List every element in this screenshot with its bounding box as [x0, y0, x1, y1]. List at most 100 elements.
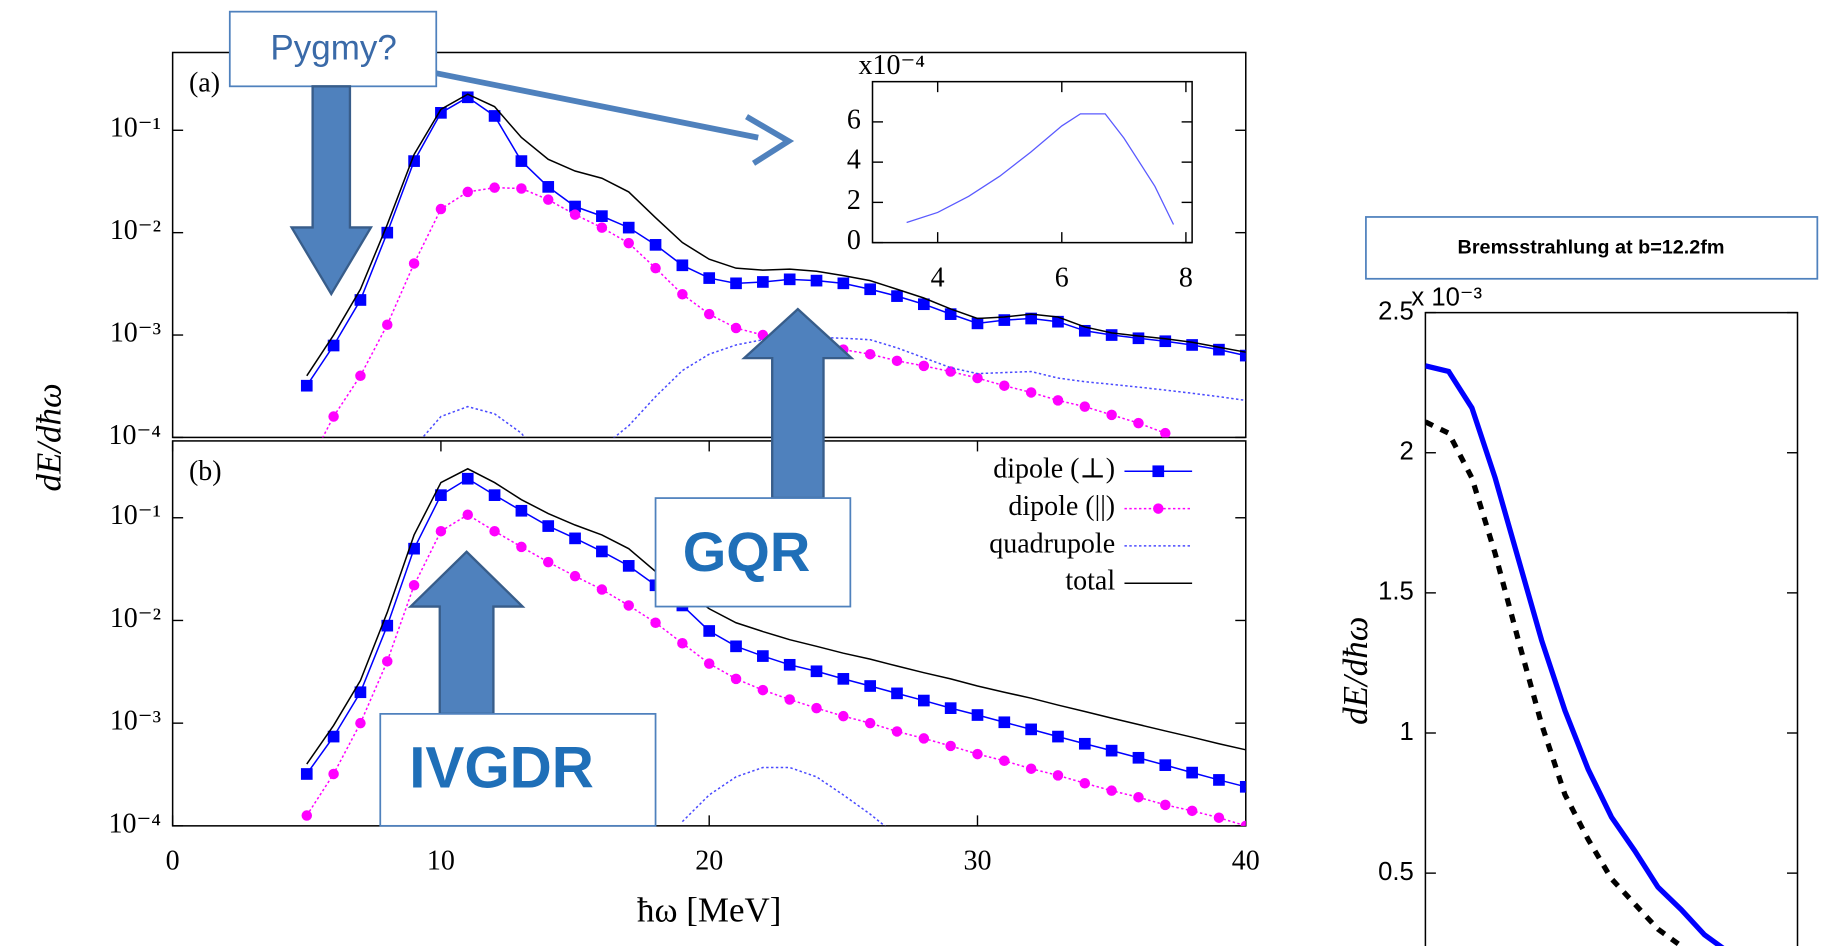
y-tick-label: 0.5 — [1378, 858, 1414, 886]
marker — [1160, 427, 1171, 438]
marker — [1239, 780, 1246, 793]
marker — [382, 656, 393, 667]
marker — [1052, 730, 1064, 743]
marker — [1133, 791, 1144, 803]
marker — [542, 520, 555, 532]
chart: 0 2 4 6 4 6 8 x10⁻⁴ — [847, 50, 1193, 293]
marker — [971, 317, 984, 330]
marker — [1213, 774, 1225, 786]
marker — [461, 472, 474, 485]
marker — [784, 694, 795, 705]
marker — [730, 640, 742, 653]
marker — [838, 710, 849, 722]
marker — [864, 717, 876, 729]
marker — [596, 210, 608, 222]
marker — [488, 110, 501, 122]
y-tick-label: 6 — [847, 104, 861, 135]
marker — [1052, 315, 1064, 328]
marker — [703, 272, 716, 284]
marker — [489, 182, 500, 193]
arrow — [431, 69, 759, 141]
marker — [810, 274, 823, 287]
marker — [730, 277, 742, 290]
marker — [999, 755, 1010, 767]
marker — [999, 380, 1010, 391]
arrow-head — [745, 114, 795, 166]
marker — [1052, 770, 1064, 781]
marker — [569, 209, 581, 220]
series-line — [681, 766, 886, 826]
marker — [998, 314, 1011, 326]
marker — [891, 290, 903, 302]
chart: 0.5 1 1.5 2 2.5x 10⁻³ dE/dħω — [1336, 283, 1799, 946]
block-arrow — [289, 85, 373, 297]
axis-multiplier: x10⁻⁴ — [859, 50, 926, 81]
chart-title: Bremsstrahlung at b=12.2fm — [1458, 237, 1725, 259]
legend-label: quadrupole — [989, 528, 1115, 559]
marker — [917, 694, 930, 707]
marker — [408, 580, 420, 591]
axis-multiplier: x 10⁻³ — [1411, 283, 1482, 311]
marker — [569, 532, 581, 545]
marker — [623, 600, 634, 611]
marker — [944, 702, 957, 714]
marker — [381, 226, 394, 239]
marker — [327, 339, 340, 352]
annotation-text: GQR — [683, 520, 811, 583]
marker — [328, 411, 339, 422]
x-tick-label: 6 — [1055, 262, 1069, 293]
annotation-box — [228, 10, 438, 88]
marker — [542, 194, 554, 205]
marker — [1186, 766, 1198, 779]
x-tick-label: 4 — [931, 262, 945, 293]
marker — [435, 525, 447, 537]
axis-frame — [171, 51, 1247, 439]
y-tick-label: 1 — [1399, 718, 1413, 746]
marker — [1078, 324, 1091, 337]
marker — [542, 556, 554, 568]
marker — [1240, 820, 1246, 826]
marker — [300, 379, 313, 392]
marker — [783, 658, 796, 671]
marker — [998, 716, 1011, 729]
marker — [757, 684, 769, 696]
marker — [1159, 759, 1172, 771]
marker — [650, 617, 661, 628]
y-tick-label: 10⁻³ — [110, 317, 161, 348]
y-axis-label: dE/dħω — [30, 383, 69, 491]
marker — [381, 619, 394, 632]
annotation-box — [654, 497, 852, 608]
marker — [945, 740, 956, 752]
marker — [382, 319, 393, 331]
y-tick-label: 10⁻¹ — [110, 113, 161, 144]
marker — [542, 181, 555, 193]
x-tick-label: 20 — [695, 846, 723, 877]
marker — [596, 545, 608, 558]
marker — [864, 283, 877, 296]
marker — [650, 262, 661, 274]
y-tick-label: 4 — [847, 145, 861, 176]
series-line — [421, 336, 1246, 438]
marker — [1159, 335, 1172, 348]
marker — [1025, 387, 1037, 398]
marker — [354, 294, 367, 306]
annotation-text: IVGDR — [409, 736, 594, 801]
marker — [783, 273, 796, 286]
marker — [810, 665, 823, 678]
charts: 10⁻⁴10⁻³10⁻²10⁻¹(a)dE/dħω10⁻⁴10⁻³10⁻²10⁻… — [30, 50, 1799, 946]
marker — [1078, 737, 1091, 750]
x-axis-label: ħω [MeV] — [637, 890, 781, 929]
marker — [918, 360, 930, 372]
marker — [569, 570, 581, 582]
marker — [1239, 349, 1246, 362]
x-tick-label: 10 — [427, 846, 455, 877]
marker — [355, 370, 366, 382]
y-tick-label: 2.5 — [1378, 297, 1414, 325]
marker — [971, 709, 984, 721]
marker — [300, 768, 313, 780]
series-line — [306, 467, 1246, 765]
marker — [891, 726, 903, 737]
chart: 10⁻⁴ 10⁻³ 10⁻² 10⁻¹ 0 10 20 30 40 (b) ħω [MeV] dipo… — [108, 440, 1260, 929]
marker — [972, 748, 983, 760]
